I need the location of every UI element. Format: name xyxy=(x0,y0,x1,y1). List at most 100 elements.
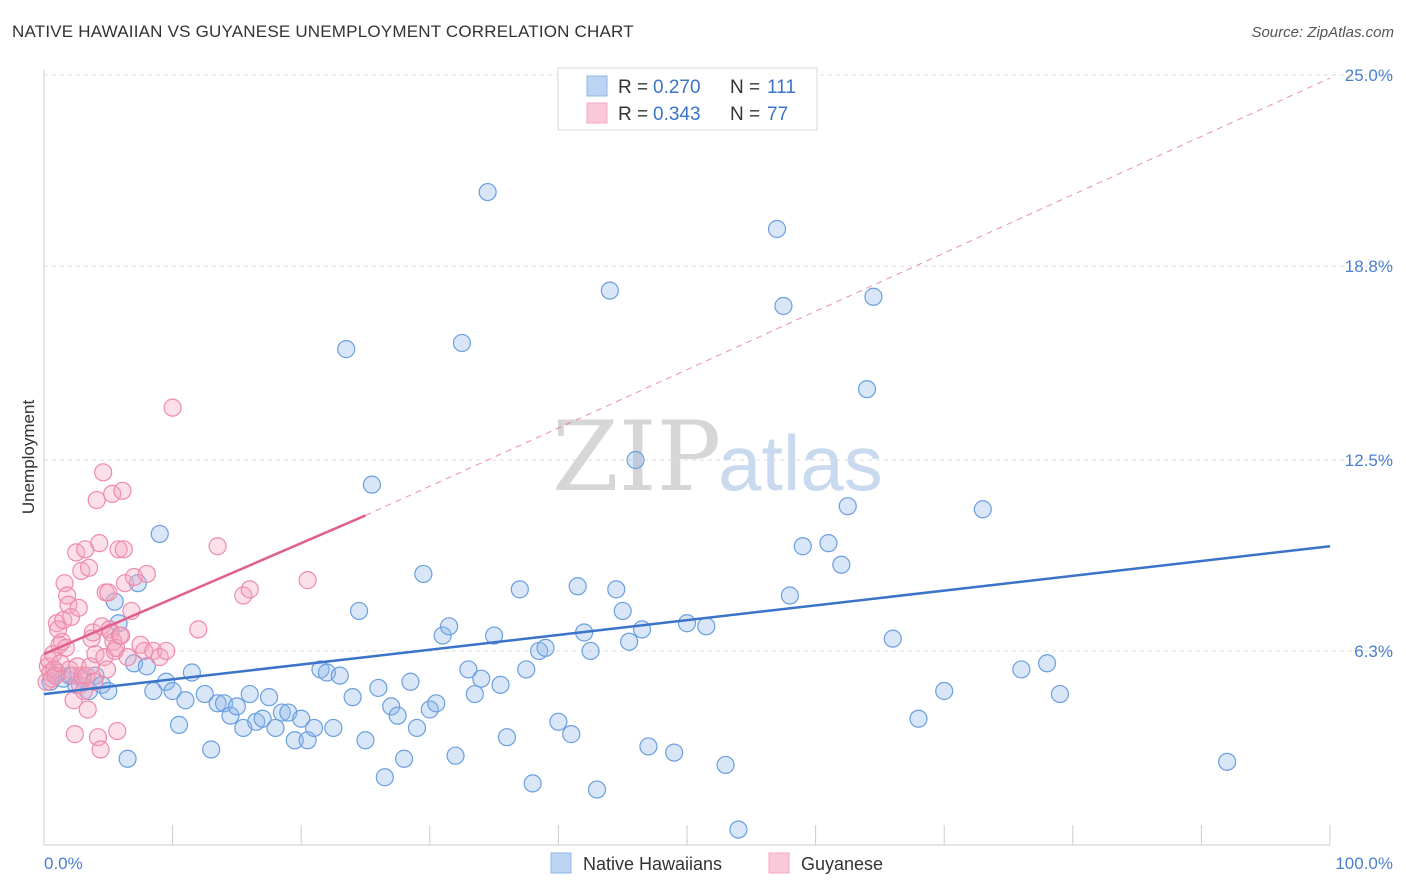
point-native-hawaiian xyxy=(304,718,324,738)
point-native-hawaiian xyxy=(780,586,799,605)
point-native-hawaiian xyxy=(382,697,401,716)
grid-lines xyxy=(44,74,1395,652)
point-native-hawaiian xyxy=(973,500,992,519)
point-native-hawaiian xyxy=(1050,684,1070,704)
point-native-hawaiian xyxy=(195,684,214,704)
point-native-hawaiian xyxy=(272,703,292,722)
chart-title: NATIVE HAWAIIAN VS GUYANESE UNEMPLOYMENT… xyxy=(12,22,634,41)
point-native-hawaiian xyxy=(935,681,954,701)
point-native-hawaiian xyxy=(909,709,928,728)
bottom-legend: Native Hawaiians Guyanese xyxy=(550,852,883,874)
legend-r-label: R = xyxy=(618,104,648,125)
point-native-hawaiian xyxy=(324,718,343,738)
point-native-hawaiian xyxy=(581,641,600,661)
trend-lines xyxy=(43,77,1331,696)
point-native-hawaiian xyxy=(150,524,169,544)
point-native-hawaiian xyxy=(864,287,883,306)
point-native-hawaiian xyxy=(439,617,459,636)
point-guyanese xyxy=(112,626,131,645)
point-native-hawaiian xyxy=(883,629,902,648)
point-native-hawaiian xyxy=(774,296,793,316)
point-native-hawaiian xyxy=(253,709,272,728)
point-native-hawaiian xyxy=(259,688,279,707)
point-native-hawaiian xyxy=(414,564,433,584)
legend-r-label: R = xyxy=(618,77,648,98)
point-guyanese xyxy=(99,583,118,602)
point-native-hawaiian xyxy=(510,580,529,599)
legend-swatch-pink xyxy=(586,102,608,124)
point-native-hawaiian xyxy=(266,718,285,738)
legend-n-value: 77 xyxy=(767,104,788,125)
point-native-hawaiian xyxy=(137,657,156,676)
point-native-hawaiian xyxy=(562,725,581,744)
legend-r-value: 0.343 xyxy=(653,104,701,125)
point-native-hawaiian xyxy=(163,681,182,701)
point-native-hawaiian xyxy=(337,340,356,359)
point-native-hawaiian xyxy=(485,626,504,645)
point-guyanese xyxy=(298,571,317,590)
point-native-hawaiian xyxy=(459,660,478,679)
point-guyanese xyxy=(109,540,128,559)
y-tick-label: 12.5% xyxy=(1345,451,1393,470)
point-native-hawaiian xyxy=(491,675,510,694)
legend-r-value: 0.270 xyxy=(653,77,701,98)
point-native-hawaiian xyxy=(665,743,684,762)
y-tick-label: 6.3% xyxy=(1354,642,1393,661)
legend: R = 0.270 N = 111 R = 0.343 N = 77 xyxy=(557,67,818,131)
point-native-hawaiian xyxy=(472,669,491,688)
legend-n-label: N = xyxy=(730,77,760,98)
y-tick-label: 18.8% xyxy=(1345,257,1393,276)
watermark-zip: ZIP xyxy=(552,401,721,513)
point-native-hawaiian xyxy=(292,709,311,728)
point-native-hawaiian xyxy=(388,706,407,725)
point-native-hawaiian xyxy=(407,718,427,738)
point-native-hawaiian xyxy=(536,638,555,657)
point-guyanese xyxy=(208,537,227,556)
point-native-hawaiian xyxy=(613,601,632,621)
legend-row-native-hawaiians: R = 0.270 N = 111 xyxy=(586,75,796,98)
point-native-hawaiian xyxy=(607,580,626,599)
y-axis-label: Unemployment xyxy=(19,400,38,515)
data-points xyxy=(37,182,1237,839)
bottom-legend-guyanese: Guyanese xyxy=(801,854,883,874)
trend-line-extension xyxy=(365,77,1331,516)
point-native-hawaiian xyxy=(465,684,484,704)
point-guyanese xyxy=(113,481,132,500)
point-native-hawaiian xyxy=(118,749,137,768)
point-guyanese xyxy=(78,700,97,719)
point-native-hawaiian xyxy=(343,688,362,707)
point-native-hawaiian xyxy=(375,768,394,787)
legend-n-label: N = xyxy=(730,104,760,125)
trend-line-native-hawaiians xyxy=(43,544,1331,696)
point-guyanese xyxy=(163,398,182,417)
point-native-hawaiian xyxy=(285,731,304,750)
point-native-hawaiian xyxy=(1037,654,1057,673)
point-native-hawaiian xyxy=(767,219,787,239)
point-guyanese xyxy=(58,586,77,605)
point-guyanese xyxy=(61,607,81,627)
point-guyanese xyxy=(94,463,113,482)
point-native-hawaiian xyxy=(857,380,877,399)
x-ticks xyxy=(43,825,1331,845)
point-guyanese xyxy=(115,574,135,593)
point-guyanese xyxy=(63,666,82,685)
point-native-hawaiian xyxy=(600,281,619,300)
point-native-hawaiian xyxy=(240,684,259,704)
point-native-hawaiian xyxy=(349,601,369,621)
point-guyanese xyxy=(137,564,156,584)
point-guyanese xyxy=(90,534,109,553)
point-native-hawaiian xyxy=(427,694,446,713)
point-native-hawaiian xyxy=(716,755,735,775)
point-native-hawaiian xyxy=(1218,752,1237,771)
point-native-hawaiian xyxy=(639,737,658,756)
point-native-hawaiian xyxy=(677,614,697,633)
point-native-hawaiian xyxy=(729,820,748,839)
point-native-hawaiian xyxy=(452,333,472,353)
legend-row-guyanese: R = 0.343 N = 77 xyxy=(586,102,788,125)
point-native-hawaiian xyxy=(176,691,195,710)
point-guyanese xyxy=(65,725,84,744)
point-native-hawaiian xyxy=(549,712,568,731)
point-native-hawaiian xyxy=(832,555,851,574)
point-native-hawaiian xyxy=(369,678,388,698)
